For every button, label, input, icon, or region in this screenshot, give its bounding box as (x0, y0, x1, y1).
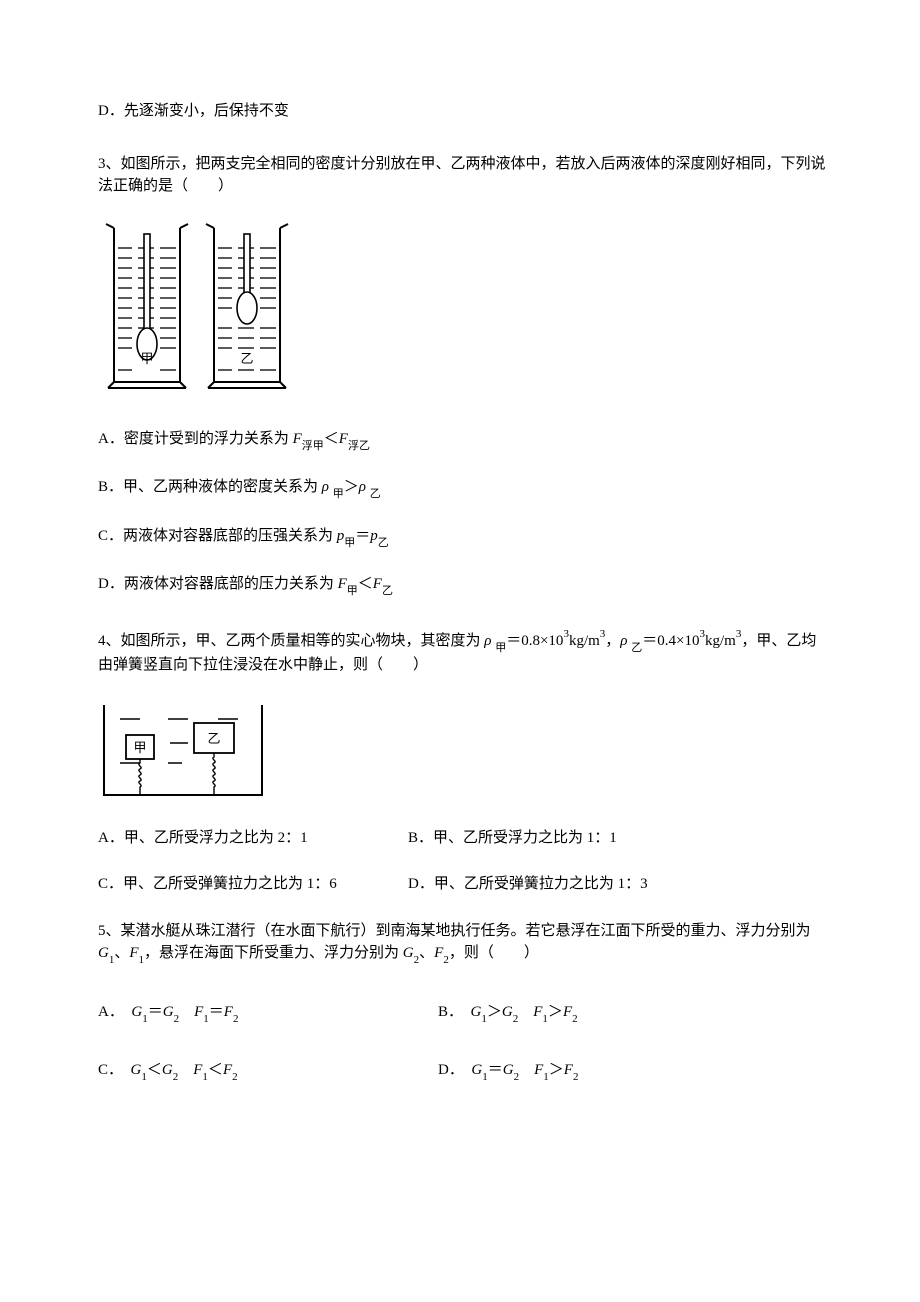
q5-options-row2: C． G1＜G2 F1＜F2 D． G1＝G2 F1＞F2 (98, 1059, 830, 1084)
q5-option-b: B． G1＞G2 F1＞F2 (438, 1001, 578, 1026)
previous-option-d: D．先逐渐变小，后保持不变 (98, 100, 830, 123)
q4-option-d: D．甲、乙所受弹簧拉力之比为 1：3 (408, 873, 718, 896)
q3-option-d: D．两液体对容器底部的压力关系为 F甲＜F乙 (98, 573, 830, 598)
q3-option-c: C．两液体对容器底部的压强关系为 p甲＝p乙 (98, 525, 830, 550)
svg-text:乙: 乙 (207, 731, 220, 746)
q3-label-b: 乙 (240, 351, 253, 366)
q5-option-d: D． G1＝G2 F1＞F2 (438, 1059, 578, 1084)
q3-figure: 甲 (98, 222, 830, 402)
q3-option-a: A．密度计受到的浮力关系为 F浮甲＜F浮乙 (98, 428, 830, 453)
page-root: D．先逐渐变小，后保持不变 3、如图所示，把两支完全相同的密度计分别放在甲、乙两… (0, 0, 920, 1178)
q5-options-row1: A． G1＝G2 F1＝F2 B． G1＞G2 F1＞F2 (98, 1001, 830, 1026)
q4-figure: 甲 乙 (98, 701, 830, 801)
q4-option-a: A．甲、乙所受浮力之比为 2：1 (98, 827, 408, 850)
q5-stem: 5、某潜水艇从珠江潜行（在水面下航行）到南海某地执行任务。若它悬浮在江面下所受的… (98, 920, 830, 967)
q4-option-b: B．甲、乙所受浮力之比为 1：1 (408, 827, 718, 850)
q3-stem: 3、如图所示，把两支完全相同的密度计分别放在甲、乙两种液体中，若放入后两液体的深… (98, 153, 830, 198)
q4-stem: 4、如图所示，甲、乙两个质量相等的实心物块，其密度为 ρ 甲＝0.8×103kg… (98, 628, 830, 677)
q4-options-row2: C．甲、乙所受弹簧拉力之比为 1：6 D．甲、乙所受弹簧拉力之比为 1：3 (98, 873, 830, 896)
q5-option-c: C． G1＜G2 F1＜F2 (98, 1059, 438, 1084)
q5-option-a: A． G1＝G2 F1＝F2 (98, 1001, 438, 1026)
svg-text:甲: 甲 (133, 740, 146, 755)
q3-option-b: B．甲、乙两种液体的密度关系为 ρ 甲＞ρ 乙 (98, 476, 830, 501)
q4-option-c: C．甲、乙所受弹簧拉力之比为 1：6 (98, 873, 408, 896)
q4-options-row1: A．甲、乙所受浮力之比为 2：1 B．甲、乙所受浮力之比为 1：1 (98, 827, 830, 850)
q3-label-a: 甲 (140, 351, 153, 366)
